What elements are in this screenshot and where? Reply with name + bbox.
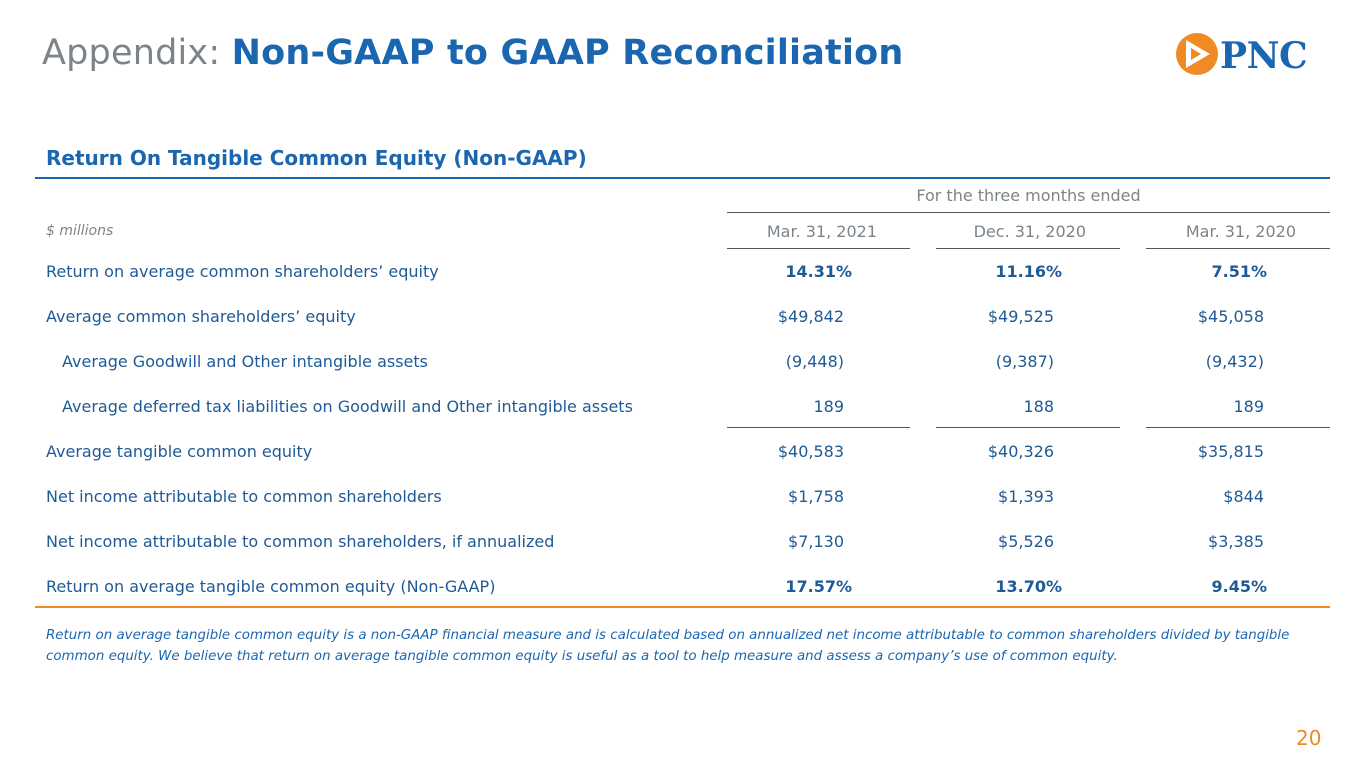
table-cell: (9,387) [995, 352, 1054, 371]
table-cell: 189 [813, 397, 844, 416]
page-number: 20 [1296, 726, 1322, 750]
table-cell: $49,842 [777, 307, 844, 326]
title-main: Non-GAAP to GAAP Reconciliation [231, 33, 904, 73]
table-cell: $45,058 [1197, 307, 1264, 326]
column-header-underline [936, 248, 1120, 249]
page-title: Appendix: Non-GAAP to GAAP Reconciliatio… [42, 33, 904, 73]
period-divider [727, 212, 1330, 213]
column-header-underline [1146, 248, 1330, 249]
row-label: Average tangible common equity [46, 442, 313, 461]
row-label: Return on average common shareholders’ e… [46, 262, 439, 281]
subtotal-underline [936, 427, 1120, 428]
table-cell: $844 [1223, 487, 1264, 506]
column-header-2: Dec. 31, 2020 [973, 222, 1086, 241]
table-cell: 17.57% [785, 577, 852, 596]
table-cell: $3,385 [1208, 532, 1264, 551]
table-cell: 13.70% [995, 577, 1062, 596]
bottom-divider [35, 606, 1330, 608]
pnc-logo-icon [1176, 33, 1218, 75]
section-title: Return On Tangible Common Equity (Non-GA… [46, 146, 587, 170]
table-cell: (9,448) [785, 352, 844, 371]
row-label: Average Goodwill and Other intangible as… [62, 352, 428, 371]
table-cell: 11.16% [995, 262, 1062, 281]
table-cell: $1,758 [788, 487, 844, 506]
table-cell: $35,815 [1197, 442, 1264, 461]
units-label: $ millions [46, 223, 114, 239]
logo-text: PNC [1220, 35, 1308, 77]
column-header-1: Mar. 31, 2021 [766, 222, 877, 241]
table-cell: (9,432) [1205, 352, 1264, 371]
subtotal-underline [1146, 427, 1330, 428]
table-cell: $1,393 [998, 487, 1054, 506]
row-label: Average deferred tax liabilities on Good… [62, 397, 633, 416]
table-cell: $7,130 [788, 532, 844, 551]
table-cell: 7.51% [1211, 262, 1267, 281]
table-cell: 189 [1233, 397, 1264, 416]
period-header: For the three months ended [916, 186, 1141, 205]
table-cell: 9.45% [1211, 577, 1267, 596]
table-cell: $49,525 [987, 307, 1054, 326]
column-header-3: Mar. 31, 2020 [1185, 222, 1296, 241]
row-label: Average common shareholders’ equity [46, 307, 356, 326]
row-label: Net income attributable to common shareh… [46, 532, 555, 551]
table-cell: $40,583 [777, 442, 844, 461]
table-cell: $40,326 [987, 442, 1054, 461]
footnote: Return on average tangible common equity… [46, 628, 1290, 664]
table-cell: $5,526 [998, 532, 1054, 551]
top-divider [35, 177, 1330, 179]
subtotal-underline [727, 427, 910, 428]
row-label: Net income attributable to common shareh… [46, 487, 442, 506]
table-cell: 14.31% [785, 262, 852, 281]
row-label: Return on average tangible common equity… [46, 577, 496, 596]
column-header-underline [727, 248, 910, 249]
table-cell: 188 [1023, 397, 1054, 416]
title-prefix: Appendix: [42, 33, 221, 73]
pnc-logo: PNC [1174, 31, 1330, 81]
